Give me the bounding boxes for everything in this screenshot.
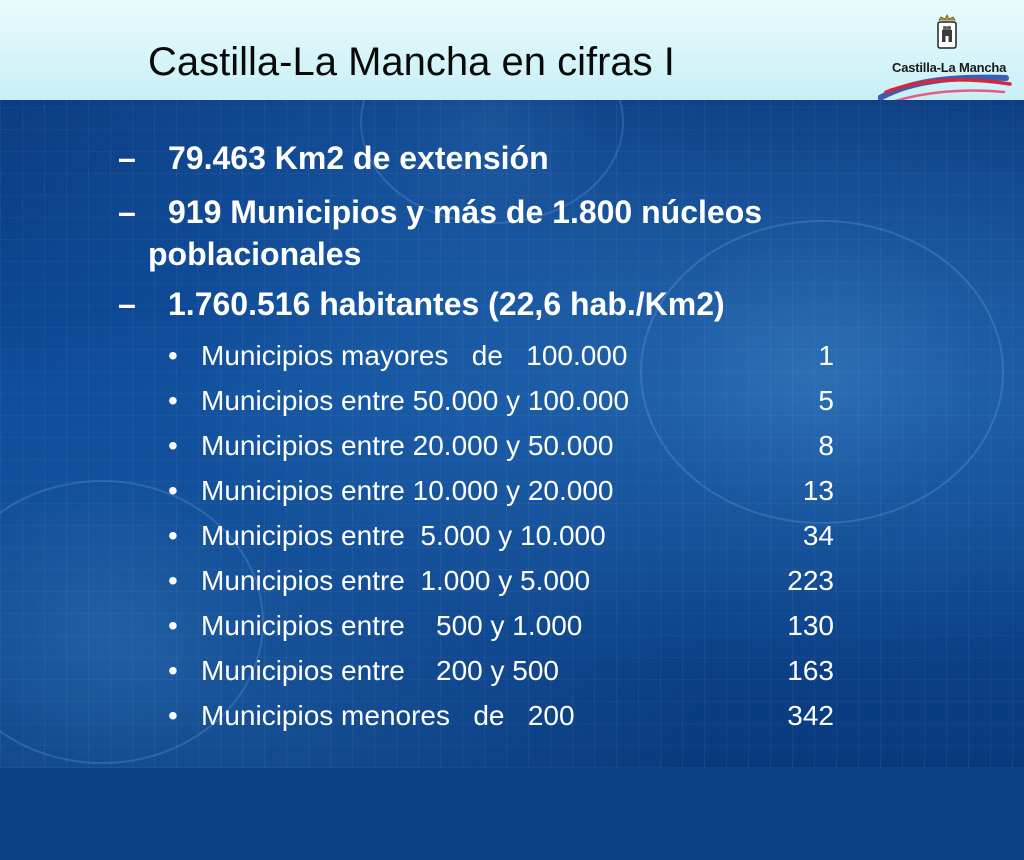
row-label: Municipios entre 5.000 y 10.000 <box>201 520 606 551</box>
row-count: 1 <box>818 340 834 371</box>
bullet-marker: • <box>168 700 178 731</box>
table-row: • Municipios mayores de 100.000 1 <box>168 340 848 376</box>
slide-content: – 79.463 Km2 de extensión – 919 Municipi… <box>118 140 848 736</box>
dash-item-continuation: poblacionales <box>148 236 362 272</box>
row-count: 34 <box>802 520 834 551</box>
row-label: Municipios entre 200 y 500 <box>201 655 559 686</box>
bullet-marker: • <box>168 610 178 641</box>
dash-item-text: 79.463 Km2 de extensión <box>168 140 549 176</box>
dash-item-text: 1.760.516 habitantes (22,6 hab./Km2) <box>168 286 725 322</box>
row-label: Municipios entre 20.000 y 50.000 <box>201 430 614 461</box>
satellite-dish-decoration <box>0 480 264 764</box>
satellite-dish-decoration <box>640 220 1004 524</box>
table-row: • Municipios entre 50.000 y 100.000 5 <box>168 385 848 421</box>
table-row: • Municipios entre 5.000 y 10.000 34 <box>168 520 848 556</box>
table-row: • Municipios entre 20.000 y 50.000 8 <box>168 430 848 466</box>
bullet-marker: • <box>168 430 178 461</box>
dash-item-text: 919 Municipios y más de 1.800 núcleos <box>168 194 763 230</box>
slide-header: Castilla-La Mancha en cifras I Castilla-… <box>0 0 1024 104</box>
table-row: • Municipios menores de 200 342 <box>168 700 848 736</box>
table-row: • Municipios entre 200 y 500 163 <box>168 655 848 691</box>
bullet-marker: • <box>168 340 178 371</box>
dash-marker: – <box>118 140 136 176</box>
row-count: 130 <box>787 610 834 641</box>
row-label: Municipios menores de 200 <box>201 700 575 731</box>
row-count: 8 <box>818 430 834 461</box>
table-row: • Municipios entre 10.000 y 20.000 13 <box>168 475 848 511</box>
castilla-la-mancha-logo: Castilla-La Mancha <box>878 12 1016 112</box>
bullet-marker: • <box>168 475 178 506</box>
row-label: Municipios entre 1.000 y 5.000 <box>201 565 591 596</box>
table-row: • Municipios entre 500 y 1.000 130 <box>168 610 848 646</box>
row-label: Municipios entre 50.000 y 100.000 <box>201 385 630 416</box>
row-count: 5 <box>818 385 834 416</box>
castle-emblem-icon <box>878 14 1012 104</box>
row-count: 223 <box>787 565 834 596</box>
bullet-marker: • <box>168 385 178 416</box>
bullet-marker: • <box>168 655 178 686</box>
row-count: 163 <box>787 655 834 686</box>
bullet-marker: • <box>168 565 178 596</box>
slide-title: Castilla-La Mancha en cifras I <box>148 40 675 84</box>
row-label: Municipios mayores de 100.000 <box>201 340 628 371</box>
bullet-marker: • <box>168 520 178 551</box>
dash-marker: – <box>118 194 136 230</box>
row-count: 342 <box>787 700 834 731</box>
row-label: Municipios entre 500 y 1.000 <box>201 610 583 641</box>
dash-marker: – <box>118 286 136 322</box>
slide-body-background <box>0 100 1024 768</box>
row-count: 13 <box>802 475 834 506</box>
row-label: Municipios entre 10.000 y 20.000 <box>201 475 614 506</box>
logo-text: Castilla-La Mancha <box>892 60 1007 75</box>
table-row: • Municipios entre 1.000 y 5.000 223 <box>168 565 848 601</box>
